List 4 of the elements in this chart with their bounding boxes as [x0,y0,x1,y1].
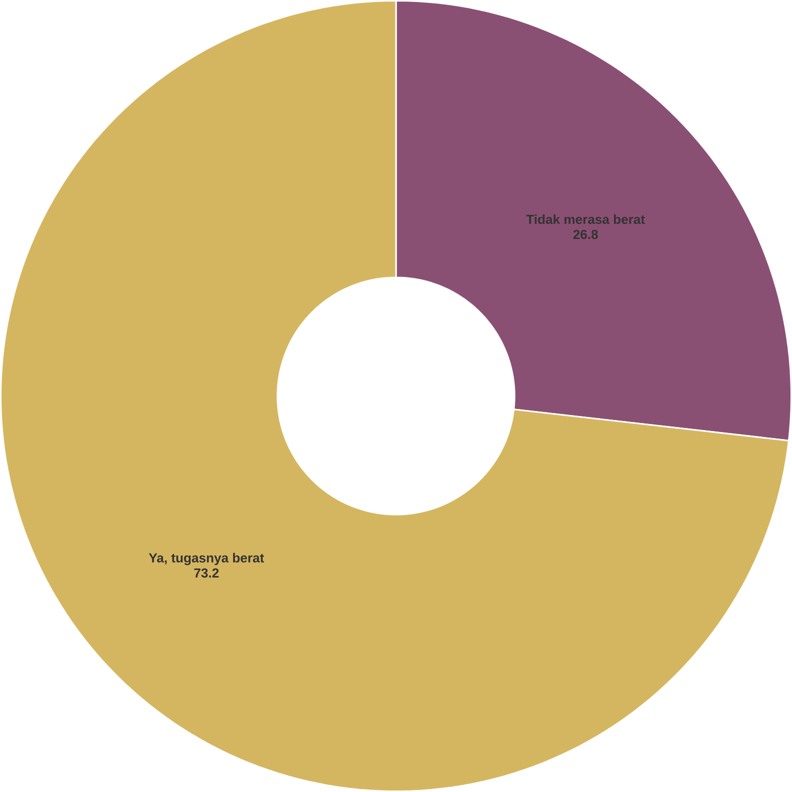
slice-label: Tidak merasa berat [526,214,645,224]
data-label: 26.8 [573,230,598,240]
data-label: 73.2 [194,568,219,578]
slice-label: Ya, tugasnya berat [148,552,264,566]
